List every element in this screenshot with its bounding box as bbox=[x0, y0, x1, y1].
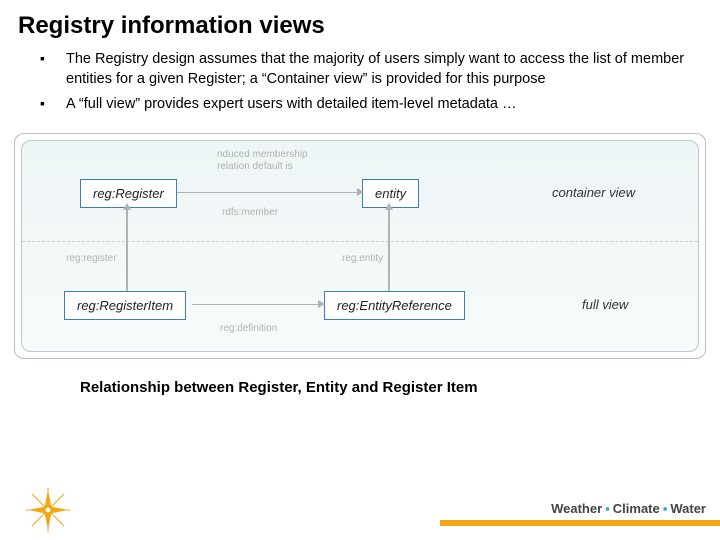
bullet-marker-icon: ▪ bbox=[40, 50, 66, 89]
bullet-item: ▪ A “full view” provides expert users wi… bbox=[40, 95, 690, 115]
arrow-head-icon bbox=[318, 300, 325, 308]
diagram-panel: nduced membership relation default is re… bbox=[21, 140, 699, 352]
footer-brand-word: Water bbox=[670, 501, 706, 516]
label-reg-register: reg:register bbox=[66, 253, 117, 264]
diagram-note-line: relation default is bbox=[217, 161, 308, 173]
footer-brand: Weather▪Climate▪Water bbox=[551, 501, 706, 516]
dot-icon: ▪ bbox=[660, 501, 671, 516]
label-reg-definition: reg:definition bbox=[220, 323, 277, 334]
dot-icon: ▪ bbox=[602, 501, 613, 516]
diagram-note-line: nduced membership bbox=[217, 149, 308, 161]
arrow-entityref-entity bbox=[388, 209, 390, 291]
diagram-outer-frame: nduced membership relation default is re… bbox=[14, 133, 706, 359]
footer-accent-bar bbox=[440, 520, 720, 526]
label-rdfs-member: rdfs:member bbox=[222, 207, 278, 218]
node-register-item: reg:RegisterItem bbox=[64, 291, 186, 320]
diagram-caption: Relationship between Register, Entity an… bbox=[80, 379, 720, 396]
bullet-text: The Registry design assumes that the maj… bbox=[66, 50, 690, 89]
arrow-register-entity bbox=[177, 192, 359, 194]
label-full-view: full view bbox=[582, 297, 628, 312]
arrow-head-icon bbox=[123, 203, 131, 210]
label-container-view: container view bbox=[552, 185, 635, 200]
node-entity-reference: reg:EntityReference bbox=[324, 291, 465, 320]
bullet-text: A “full view” provides expert users with… bbox=[66, 95, 517, 115]
label-reg-entity: reg:entity bbox=[342, 253, 383, 264]
bullet-list: ▪ The Registry design assumes that the m… bbox=[0, 50, 720, 115]
arrow-regitem-entityref bbox=[192, 304, 320, 306]
arrow-regitem-register bbox=[126, 209, 128, 291]
diagram-divider bbox=[22, 241, 698, 242]
footer-brand-word: Weather bbox=[551, 501, 602, 516]
bullet-item: ▪ The Registry design assumes that the m… bbox=[40, 50, 690, 89]
compass-icon bbox=[24, 486, 72, 534]
diagram-note-text: nduced membership relation default is bbox=[217, 149, 308, 173]
bullet-marker-icon: ▪ bbox=[40, 95, 66, 115]
footer-brand-word: Climate bbox=[613, 501, 660, 516]
arrow-head-icon bbox=[357, 188, 364, 196]
slide-footer: Weather▪Climate▪Water bbox=[0, 496, 720, 540]
slide-title: Registry information views bbox=[0, 0, 720, 50]
arrow-head-icon bbox=[385, 203, 393, 210]
